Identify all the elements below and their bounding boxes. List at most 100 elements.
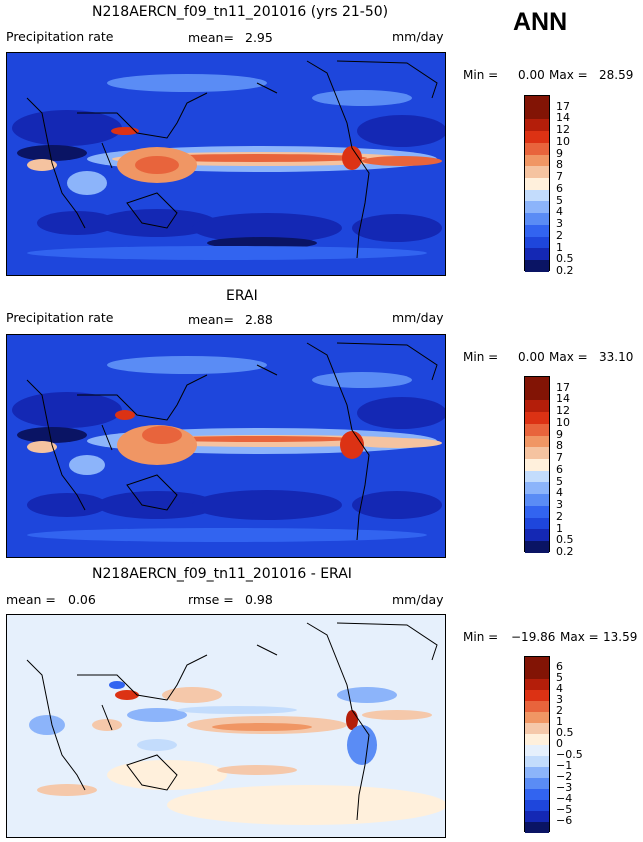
colorbar-swatch — [525, 712, 549, 723]
season-label: ANN — [513, 8, 568, 36]
colorbar-swatch — [525, 494, 549, 506]
colorbar-swatch — [525, 236, 549, 249]
colorbar-swatch — [525, 505, 549, 518]
panel2-mean-value: 2.88 — [245, 312, 273, 327]
panel1-colorbar — [524, 95, 550, 272]
colorbar-swatch — [525, 131, 549, 143]
colorbar-tick-label: 5 — [556, 671, 563, 684]
panel2-title: ERAI — [226, 288, 258, 304]
panel2-mean-label: mean= — [188, 312, 234, 327]
panel2-min-value: 0.00 — [518, 350, 545, 364]
colorbar-swatch — [525, 517, 549, 530]
colorbar-swatch — [525, 178, 549, 190]
colorbar-swatch — [525, 778, 549, 789]
colorbar-tick-label: 1 — [556, 715, 563, 728]
panel2-max-label: Max = — [549, 350, 588, 364]
colorbar-swatch — [525, 756, 549, 767]
colorbar-tick-label: 1 — [556, 240, 563, 254]
colorbar-swatch — [525, 142, 549, 155]
panel3-mean-label: mean = — [6, 592, 56, 607]
colorbar-tick-label: 10 — [556, 415, 570, 429]
colorbar-tick-label: 0.5 — [556, 252, 574, 266]
colorbar-tick-label: −2 — [556, 770, 573, 783]
colorbar-tick-label: 2 — [556, 704, 563, 717]
colorbar-swatch — [525, 201, 549, 214]
panel3-units: mm/day — [392, 592, 444, 607]
colorbar-swatch — [525, 166, 549, 179]
colorbar-tick-label: 7 — [556, 451, 563, 465]
colorbar-swatch — [525, 224, 549, 237]
colorbar-tick-label: 9 — [556, 427, 563, 441]
colorbar-swatch — [525, 435, 549, 448]
panel3-rmse-label: rmse = — [188, 592, 234, 607]
colorbar-tick-label: 2 — [556, 228, 563, 242]
colorbar-swatch — [525, 459, 549, 471]
colorbar-tick-label: 3 — [556, 217, 563, 231]
colorbar-swatch — [525, 189, 549, 202]
colorbar-tick-label: −6 — [556, 814, 573, 827]
colorbar-tick-label: 4 — [556, 486, 563, 500]
colorbar-swatch — [525, 412, 549, 424]
panel1-units: mm/day — [392, 29, 444, 44]
colorbar-swatch — [525, 96, 549, 108]
colorbar-tick-label: 8 — [556, 439, 563, 453]
colorbar-swatch — [525, 377, 549, 389]
colorbar-tick-label: −5 — [556, 803, 573, 816]
colorbar-tick-label: 14 — [556, 392, 570, 406]
colorbar-tick-label: 17 — [556, 99, 570, 113]
colorbar-swatch — [525, 745, 549, 756]
colorbar-swatch — [525, 248, 549, 261]
panel3-map — [6, 614, 446, 838]
colorbar-tick-label: 12 — [556, 404, 570, 418]
panel1-mean-label: mean= — [188, 30, 234, 45]
panel3-min-value: −19.86 — [511, 630, 556, 644]
panel2-min-label: Min = — [463, 350, 499, 364]
colorbar-swatch — [525, 470, 549, 483]
panel1-title: N218AERCN_f09_tn11_201016 (yrs 21-50) — [92, 4, 389, 20]
panel1-variable: Precipitation rate — [6, 29, 114, 44]
colorbar-tick-label: −0.5 — [556, 748, 583, 761]
colorbar-swatch — [525, 213, 549, 225]
panel3-mean-value: 0.06 — [68, 592, 96, 607]
colorbar-tick-label: 12 — [556, 123, 570, 137]
colorbar-tick-label: 4 — [556, 682, 563, 695]
colorbar-swatch — [525, 690, 549, 701]
colorbar-tick-label: 0.2 — [556, 264, 574, 277]
panel3-min-label: Min = — [463, 630, 499, 644]
colorbar-tick-label: 6 — [556, 660, 563, 673]
panel1-min-label: Min = — [463, 68, 499, 82]
panel1-min-value: 0.00 — [518, 68, 545, 82]
colorbar-swatch — [525, 107, 549, 120]
colorbar-swatch — [525, 822, 549, 833]
colorbar-tick-label: 5 — [556, 474, 563, 488]
colorbar-tick-label: 5 — [556, 193, 563, 207]
panel3-rmse-value: 0.98 — [245, 592, 273, 607]
colorbar-swatch — [525, 679, 549, 690]
panel2-units: mm/day — [392, 310, 444, 325]
colorbar-swatch — [525, 734, 549, 745]
colorbar-tick-label: 4 — [556, 205, 563, 219]
colorbar-swatch — [525, 811, 549, 822]
colorbar-swatch — [525, 388, 549, 401]
colorbar-tick-label: 3 — [556, 498, 563, 512]
colorbar-swatch — [525, 482, 549, 495]
colorbar-swatch — [525, 541, 549, 553]
panel3-max-value: 13.59 — [603, 630, 638, 644]
colorbar-tick-label: 17 — [556, 380, 570, 394]
colorbar-tick-label: 6 — [556, 181, 563, 195]
colorbar-swatch — [525, 423, 549, 436]
colorbar-tick-label: 2 — [556, 509, 563, 523]
colorbar-tick-label: 14 — [556, 111, 570, 125]
colorbar-swatch — [525, 767, 549, 778]
panel1-max-label: Max = — [549, 68, 588, 82]
panel3-colorbar — [524, 656, 550, 833]
colorbar-tick-label: 10 — [556, 134, 570, 148]
colorbar-swatch — [525, 447, 549, 460]
panel3-title: N218AERCN_f09_tn11_201016 - ERAI — [92, 566, 352, 582]
colorbar-tick-label: −4 — [556, 792, 573, 805]
colorbar-swatch — [525, 260, 549, 272]
colorbar-tick-label: 0 — [556, 737, 563, 750]
panel1-map — [6, 52, 446, 276]
panel2-colorbar — [524, 376, 550, 553]
colorbar-swatch — [525, 789, 549, 800]
